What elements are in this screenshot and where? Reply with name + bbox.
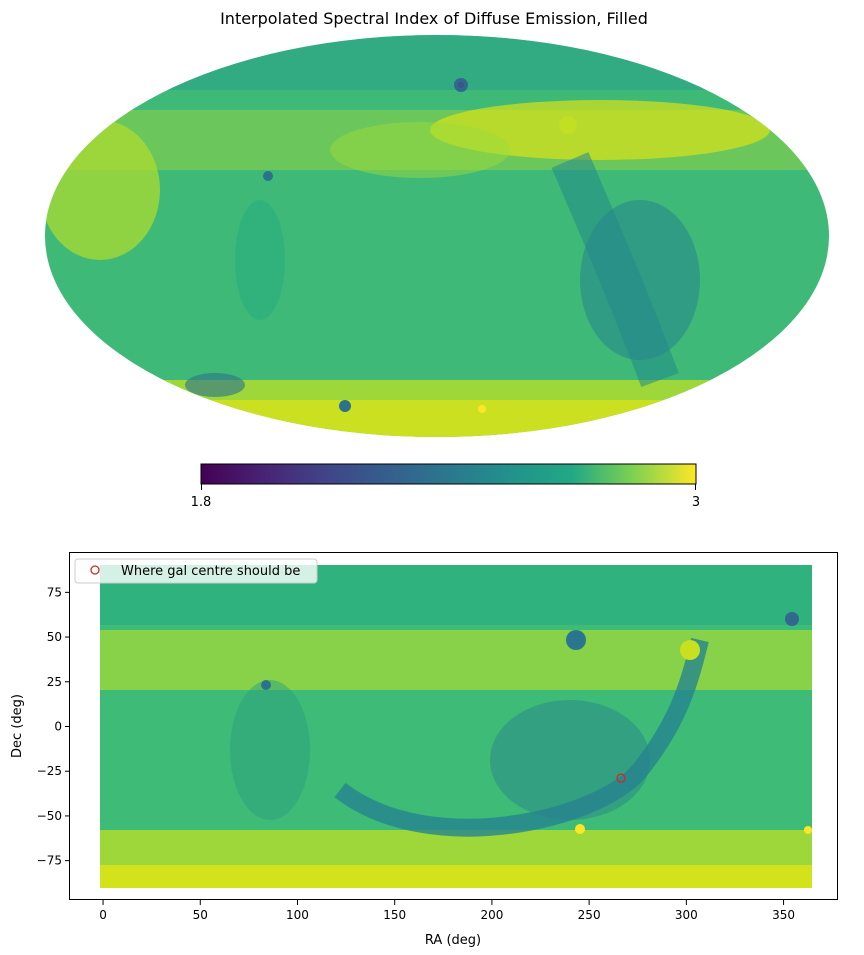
colorbar-max-label: 3 [692, 495, 700, 510]
legend: Where gal centre should be [74, 558, 318, 584]
x-tick-label: 200 [480, 908, 503, 922]
y-tick-label: −75 [37, 854, 62, 868]
map-title: Interpolated Spectral Index of Diffuse E… [220, 9, 648, 28]
x-axis: 0 50 100 150 200 250 300 350 [99, 900, 795, 922]
colorbar [200, 463, 697, 485]
y-axis-label: Dec (deg) [10, 694, 25, 758]
mollweide-map [45, 35, 829, 437]
y-tick-label: −50 [37, 809, 62, 823]
x-tick-label: 50 [193, 908, 208, 922]
y-axis: −75 −50 −25 0 25 50 75 [37, 585, 70, 868]
x-tick-label: 300 [675, 908, 698, 922]
y-tick-label: 75 [47, 585, 62, 599]
x-axis-label: RA (deg) [425, 933, 481, 948]
legend-label: Where gal centre should be [121, 564, 300, 579]
y-tick-label: 25 [47, 675, 62, 689]
y-tick-label: 0 [54, 720, 62, 734]
x-tick-label: 250 [578, 908, 601, 922]
x-tick-label: 100 [286, 908, 309, 922]
gal-centre-marker [616, 773, 626, 783]
y-tick-label: 50 [47, 630, 62, 644]
x-tick-label: 150 [383, 908, 406, 922]
legend-marker [90, 565, 100, 575]
x-tick-label: 0 [99, 908, 107, 922]
colorbar-min-label: 1.8 [191, 495, 212, 510]
x-tick-label: 350 [772, 908, 795, 922]
y-tick-label: −25 [37, 764, 62, 778]
radec-map [100, 565, 812, 888]
